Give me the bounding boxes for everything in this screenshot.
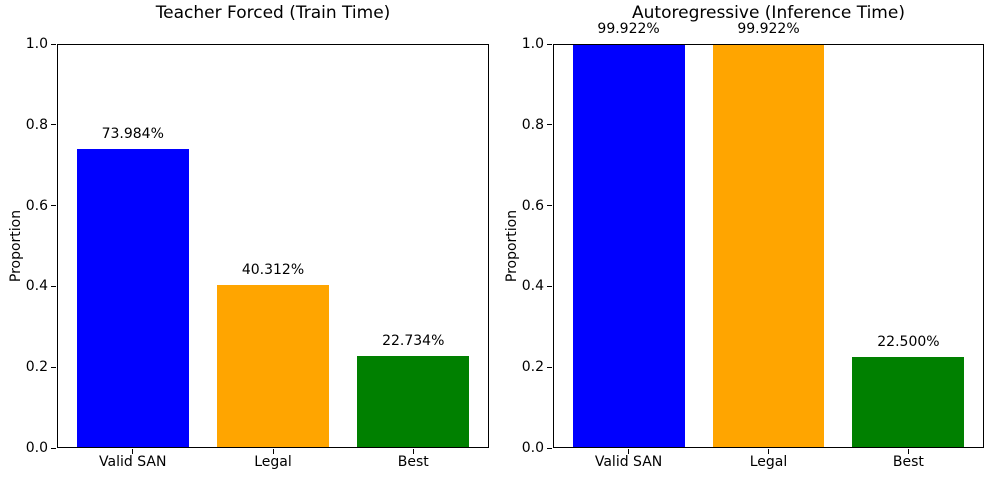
bar [572, 44, 685, 448]
x-tick-label: Valid SAN [99, 454, 167, 470]
y-tick [51, 205, 56, 207]
bar-value-label: 99.922% [737, 21, 800, 38]
y-axis-label: Proportion [8, 209, 24, 283]
bar-value-label: 99.922% [597, 21, 660, 38]
x-tick-label: Legal [749, 454, 788, 470]
y-tick-label: 0.6 [25, 197, 48, 214]
y-tick-label: 0.2 [521, 359, 544, 376]
y-tick [547, 205, 552, 207]
y-tick [51, 366, 56, 368]
bar [216, 285, 330, 448]
x-tick-label: Valid SAN [594, 454, 663, 470]
x-tick [412, 449, 414, 454]
y-tick [547, 43, 552, 45]
y-tick [51, 285, 56, 287]
y-tick [51, 124, 56, 126]
y-tick-label: 0.2 [25, 359, 48, 376]
bar [852, 357, 965, 448]
bar [357, 356, 470, 448]
y-tick-label: 0.6 [521, 197, 544, 214]
axes-autoregressive: Autoregressive (Inference Time) Proporti… [504, 3, 984, 470]
axes-teacher-forced: Teacher Forced (Train Time) Proportion 0… [8, 3, 489, 470]
y-tick-label: 0.4 [25, 278, 48, 295]
bar [712, 44, 825, 448]
y-tick [51, 447, 56, 449]
y-tick [547, 366, 552, 368]
bar-value-label: 73.984% [101, 126, 164, 143]
bar [76, 149, 189, 448]
x-tick [132, 449, 134, 454]
y-tick [547, 285, 552, 287]
x-tick [628, 449, 630, 454]
y-tick [547, 124, 552, 126]
y-tick [51, 43, 56, 45]
y-tick-label: 0.0 [521, 440, 544, 456]
y-axis-label: Proportion [504, 209, 520, 283]
y-tick [547, 447, 552, 449]
y-tick-label: 0.0 [25, 440, 48, 456]
x-tick-label: Legal [254, 454, 292, 470]
x-tick [907, 449, 909, 454]
bar-value-label: 22.734% [382, 333, 445, 350]
bar-value-label: 40.312% [241, 262, 305, 279]
y-tick-label: 0.4 [521, 278, 544, 295]
x-tick [272, 449, 274, 454]
y-tick-label: 0.8 [25, 116, 48, 133]
chart-title: Autoregressive (Inference Time) [632, 3, 905, 23]
bar-value-label: 22.500% [877, 334, 940, 351]
x-tick [768, 449, 769, 454]
x-tick-label: Best [892, 454, 924, 470]
y-tick-label: 1.0 [521, 36, 544, 52]
x-tick-label: Best [397, 454, 429, 470]
y-tick-label: 1.0 [25, 36, 48, 52]
chart-title: Teacher Forced (Train Time) [155, 3, 391, 23]
y-tick-label: 0.8 [521, 116, 544, 133]
